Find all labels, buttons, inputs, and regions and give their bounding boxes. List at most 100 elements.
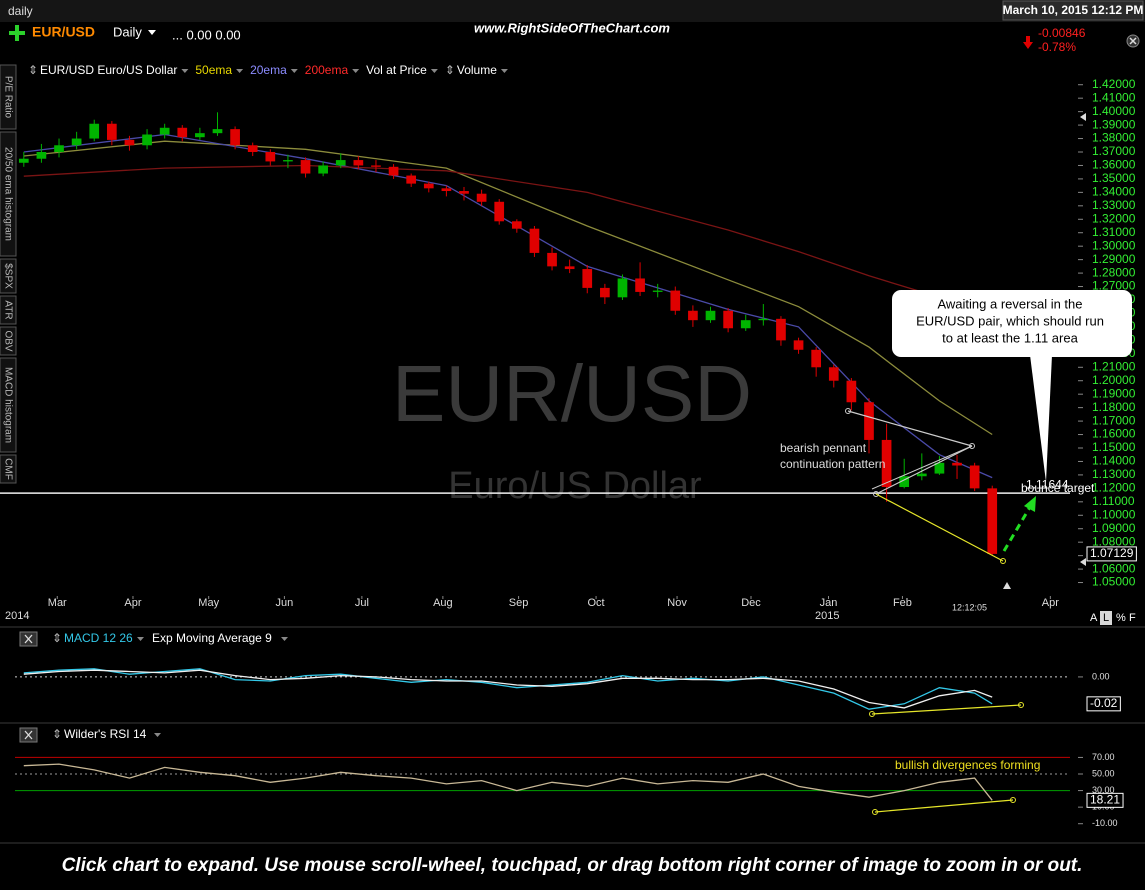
side-tab-label: CMF bbox=[2, 458, 13, 480]
macd-legend[interactable]: MACD 12 26 bbox=[64, 631, 133, 645]
candle-body bbox=[36, 152, 47, 159]
dropdown-arrow[interactable] bbox=[290, 69, 298, 73]
side-tab[interactable] bbox=[0, 357, 17, 453]
pennant-upper bbox=[847, 410, 973, 447]
handle bbox=[873, 491, 879, 497]
dropdown-arrow[interactable] bbox=[352, 69, 360, 73]
candle-body bbox=[705, 310, 716, 321]
side-tab-label: P/E Ratio bbox=[2, 76, 13, 119]
candle-body bbox=[934, 462, 945, 474]
scale-button[interactable]: A bbox=[1090, 612, 1098, 624]
y-tick-label: 1.13000 bbox=[1092, 467, 1136, 481]
top-bar bbox=[0, 0, 1145, 22]
handle-icon: ⇕ bbox=[52, 727, 62, 741]
dropdown-arrow[interactable] bbox=[154, 733, 161, 737]
legend-entry[interactable]: 200ema bbox=[305, 63, 349, 77]
candle-body bbox=[952, 462, 962, 466]
ema-line bbox=[23, 164, 993, 312]
x-tick-label: Apr bbox=[1042, 597, 1059, 609]
legend-entry[interactable]: 50ema bbox=[195, 63, 232, 77]
y-tick-label: 1.12000 bbox=[1092, 481, 1136, 495]
interval-label: daily bbox=[8, 4, 33, 18]
handle-icon: ⇕ bbox=[445, 63, 455, 77]
dropdown-arrow[interactable] bbox=[430, 69, 438, 73]
candle-body bbox=[230, 129, 240, 146]
target-arrow bbox=[1002, 506, 1032, 552]
scale-button[interactable]: L bbox=[1103, 612, 1109, 624]
legend-entry[interactable]: Volume bbox=[457, 63, 497, 77]
scale-button-bg[interactable] bbox=[1100, 611, 1112, 625]
candle-body bbox=[406, 175, 417, 184]
candle-body bbox=[335, 160, 346, 166]
legend-entry[interactable]: Vol at Price bbox=[366, 63, 427, 77]
candle-body bbox=[212, 129, 223, 134]
x-tick-label: Jun bbox=[276, 597, 294, 609]
candle-body bbox=[494, 201, 505, 222]
last-value-box bbox=[1086, 546, 1137, 562]
dropdown-arrow[interactable] bbox=[148, 30, 156, 35]
candle-body bbox=[371, 165, 381, 167]
side-tab[interactable] bbox=[0, 258, 17, 294]
y-tick-label: 1.20000 bbox=[1092, 373, 1136, 387]
add-icon[interactable] bbox=[9, 25, 25, 41]
rsi-legend[interactable]: Wilder's RSI 14 bbox=[64, 727, 147, 741]
legend-entry[interactable]: EUR/USD Euro/US Dollar bbox=[40, 63, 177, 77]
scale-button[interactable]: F bbox=[1129, 612, 1136, 624]
reference-label: 1.11644 bbox=[1026, 477, 1069, 491]
candle-body bbox=[318, 165, 328, 174]
rsi-divergence bbox=[874, 799, 1014, 813]
x-tick-label: Dec bbox=[741, 597, 761, 609]
pennant-label: continuation pattern bbox=[780, 457, 885, 471]
candle-body bbox=[793, 340, 804, 350]
watermark-name: Euro/US Dollar bbox=[448, 465, 702, 507]
dropdown-arrow[interactable] bbox=[281, 637, 288, 641]
side-tab[interactable] bbox=[0, 295, 17, 325]
candle-body bbox=[177, 127, 188, 138]
candle-body bbox=[54, 145, 64, 152]
side-tab-label: ATR bbox=[2, 300, 13, 319]
symbol[interactable]: EUR/USD bbox=[32, 24, 95, 40]
side-tab[interactable] bbox=[0, 326, 17, 356]
candle-body bbox=[864, 402, 874, 440]
remove-x bbox=[24, 730, 33, 740]
y-tick-label: 1.35000 bbox=[1092, 171, 1136, 185]
scale-button[interactable]: % bbox=[1116, 612, 1126, 624]
legend-row: ⇕ EUR/USD Euro/US Dollar 50ema 20ema 200ema V… bbox=[28, 63, 508, 77]
y-tick-label: 1.17000 bbox=[1092, 413, 1136, 427]
y-tick-label: 1.31000 bbox=[1092, 225, 1136, 239]
y-tick-label: 1.06000 bbox=[1092, 561, 1136, 575]
change: -0.00846 bbox=[1038, 26, 1086, 40]
y-tick-label: 1.27000 bbox=[1092, 279, 1136, 293]
dropdown-arrow[interactable] bbox=[137, 637, 144, 641]
side-tab[interactable] bbox=[0, 64, 17, 130]
candle-body bbox=[899, 476, 910, 488]
candle-body bbox=[423, 183, 434, 189]
side-tab[interactable] bbox=[0, 454, 17, 484]
x-tick-label: Apr bbox=[124, 597, 141, 609]
y-tick-label: 1.19000 bbox=[1092, 386, 1136, 400]
year-label: 2015 bbox=[815, 610, 839, 622]
scale-buttons: A L% F bbox=[1090, 611, 1136, 625]
dropdown-arrow[interactable] bbox=[500, 69, 508, 73]
callout-tail bbox=[1030, 355, 1052, 482]
remove-x bbox=[24, 634, 33, 644]
candle-body bbox=[511, 221, 522, 229]
period[interactable]: Daily bbox=[113, 24, 142, 39]
x-tick-label: Mar bbox=[48, 597, 67, 609]
y-tick-label: 1.33000 bbox=[1092, 198, 1136, 212]
dropdown-arrow[interactable] bbox=[236, 69, 244, 73]
dropdown-arrow[interactable] bbox=[181, 69, 189, 73]
handle bbox=[969, 443, 975, 449]
y-tick-label: 1.29000 bbox=[1092, 252, 1136, 266]
side-tab[interactable] bbox=[0, 131, 17, 257]
clock: 12:12:05 bbox=[952, 602, 987, 612]
y-tick-label: 1.30000 bbox=[1092, 238, 1136, 252]
signal-legend[interactable]: Exp Moving Average 9 bbox=[152, 631, 272, 645]
candle-body bbox=[881, 439, 892, 488]
legend-entry[interactable]: 20ema bbox=[250, 63, 287, 77]
y-tick-label: 1.37000 bbox=[1092, 144, 1136, 158]
candle-body bbox=[758, 318, 769, 321]
y-tick-label: 1.09000 bbox=[1092, 521, 1136, 535]
handle bbox=[1018, 702, 1024, 708]
